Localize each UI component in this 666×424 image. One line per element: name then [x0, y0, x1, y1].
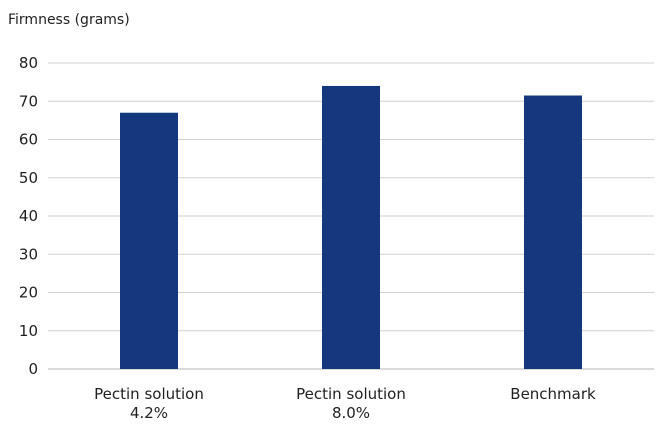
- x-axis-labels: Pectin solution 4.2% Pectin solution 8.0% Be…: [94, 385, 596, 422]
- x-category-label: Pectin solution 4.2%: [94, 385, 204, 422]
- y-tick-label: 80: [19, 54, 38, 72]
- x-category-label: Benchmark: [510, 385, 596, 403]
- bar: [322, 85, 380, 369]
- y-axis-title: Firmness (grams): [8, 12, 130, 28]
- y-tick-label: 60: [19, 131, 38, 149]
- x-category-label: Pectin solution 8.0%: [296, 385, 406, 422]
- y-tick-label: 20: [19, 284, 38, 302]
- y-axis-ticks: 0 10 20 30 40 50 60 70 80: [19, 54, 38, 378]
- y-tick-label: 10: [19, 322, 38, 340]
- bar: [120, 112, 178, 369]
- y-tick-label: 40: [19, 207, 38, 225]
- y-tick-label: 50: [19, 169, 38, 187]
- y-tick-label: 0: [28, 360, 38, 378]
- y-tick-label: 70: [19, 92, 38, 110]
- bars: [120, 85, 582, 369]
- bar: [524, 95, 582, 369]
- y-tick-label: 30: [19, 245, 38, 263]
